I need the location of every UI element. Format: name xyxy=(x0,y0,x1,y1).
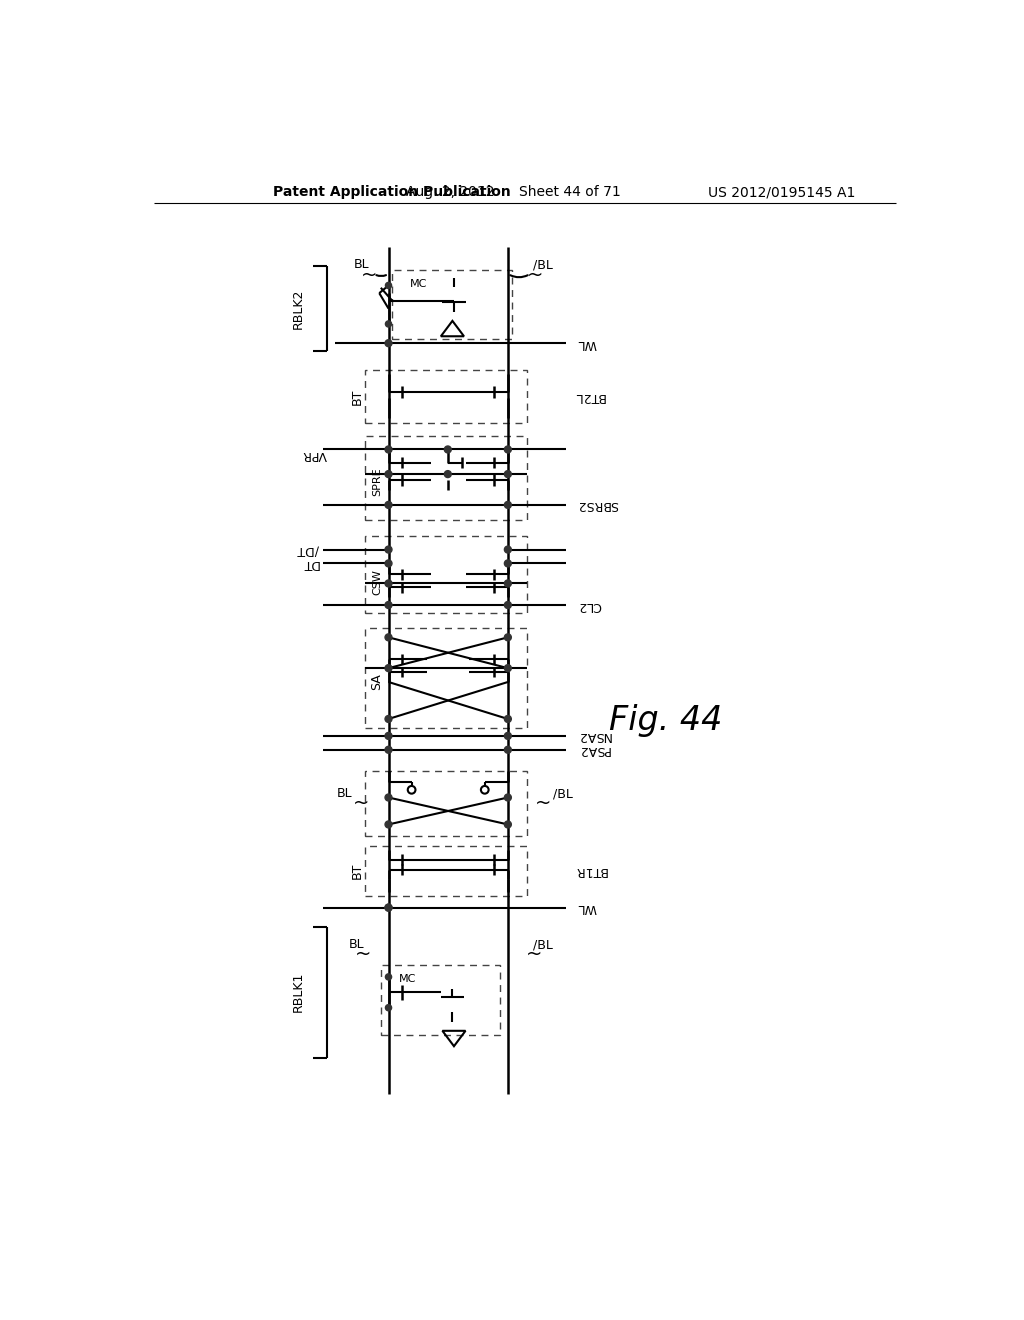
Text: BT1R: BT1R xyxy=(573,865,606,878)
Circle shape xyxy=(505,795,511,801)
Text: ~: ~ xyxy=(361,265,378,285)
Circle shape xyxy=(505,634,511,640)
Circle shape xyxy=(444,471,452,478)
Circle shape xyxy=(385,282,391,289)
Text: Patent Application Publication: Patent Application Publication xyxy=(273,185,511,199)
Text: SA: SA xyxy=(371,673,383,690)
Circle shape xyxy=(385,821,392,828)
Text: BT: BT xyxy=(351,862,365,879)
Circle shape xyxy=(385,1005,391,1011)
Text: WL: WL xyxy=(578,337,597,350)
Circle shape xyxy=(385,974,391,979)
Circle shape xyxy=(505,733,511,739)
Circle shape xyxy=(505,746,511,754)
Circle shape xyxy=(385,733,392,739)
Text: ~: ~ xyxy=(355,944,372,964)
Circle shape xyxy=(385,795,392,801)
Text: ~: ~ xyxy=(526,944,543,964)
Circle shape xyxy=(385,665,392,672)
Circle shape xyxy=(505,602,511,609)
Circle shape xyxy=(385,502,392,508)
Text: Aug. 2, 2012: Aug. 2, 2012 xyxy=(406,185,495,199)
Text: ~: ~ xyxy=(353,793,370,812)
Text: SPRE: SPRE xyxy=(372,467,382,496)
Circle shape xyxy=(385,904,392,911)
Circle shape xyxy=(505,821,511,828)
Text: ~: ~ xyxy=(536,793,552,812)
Text: MC: MC xyxy=(410,279,427,289)
Text: NSA2: NSA2 xyxy=(578,730,611,742)
Circle shape xyxy=(385,602,392,609)
Text: MC: MC xyxy=(398,974,416,985)
Bar xyxy=(366,846,527,896)
Circle shape xyxy=(385,634,392,640)
Bar xyxy=(381,965,500,1035)
Circle shape xyxy=(385,904,392,911)
Text: BL: BL xyxy=(348,939,364,952)
Circle shape xyxy=(385,546,392,553)
Text: Fig. 44: Fig. 44 xyxy=(609,704,722,737)
Circle shape xyxy=(385,339,392,347)
Text: BL: BL xyxy=(353,259,370,271)
Text: /BL: /BL xyxy=(553,787,572,800)
Text: BL: BL xyxy=(337,787,352,800)
Circle shape xyxy=(385,715,392,722)
Text: PSA2: PSA2 xyxy=(578,743,609,756)
Text: SBRS2: SBRS2 xyxy=(578,499,618,511)
Text: VPR: VPR xyxy=(302,449,327,462)
Text: RBLK1: RBLK1 xyxy=(292,972,305,1012)
Circle shape xyxy=(505,560,511,566)
Circle shape xyxy=(505,446,511,453)
Bar xyxy=(366,370,527,422)
Text: WL: WL xyxy=(578,902,597,915)
Text: CSW: CSW xyxy=(372,569,382,595)
Circle shape xyxy=(505,471,511,478)
Circle shape xyxy=(385,560,392,566)
Text: ~: ~ xyxy=(526,265,543,285)
Text: RBLK2: RBLK2 xyxy=(292,288,305,329)
Bar xyxy=(366,536,527,612)
Text: CL2: CL2 xyxy=(578,598,601,611)
Circle shape xyxy=(385,579,392,587)
Circle shape xyxy=(408,785,416,793)
Circle shape xyxy=(505,502,511,508)
Bar xyxy=(366,628,527,729)
Text: /DT: /DT xyxy=(298,543,319,556)
Circle shape xyxy=(505,665,511,672)
Bar xyxy=(366,436,527,520)
Text: US 2012/0195145 A1: US 2012/0195145 A1 xyxy=(708,185,855,199)
Circle shape xyxy=(505,546,511,553)
Circle shape xyxy=(505,715,511,722)
Text: BT: BT xyxy=(351,388,365,404)
Circle shape xyxy=(385,746,392,754)
Text: DT: DT xyxy=(302,557,319,570)
Circle shape xyxy=(385,446,392,453)
Circle shape xyxy=(505,579,511,587)
Circle shape xyxy=(385,321,391,327)
Circle shape xyxy=(385,471,392,478)
Bar xyxy=(366,771,527,836)
Text: /BL: /BL xyxy=(532,259,552,271)
Circle shape xyxy=(481,785,488,793)
Circle shape xyxy=(444,446,452,453)
Text: Sheet 44 of 71: Sheet 44 of 71 xyxy=(518,185,621,199)
Text: /BL: /BL xyxy=(532,939,552,952)
Bar xyxy=(392,271,512,339)
Text: BT2L: BT2L xyxy=(573,389,604,403)
